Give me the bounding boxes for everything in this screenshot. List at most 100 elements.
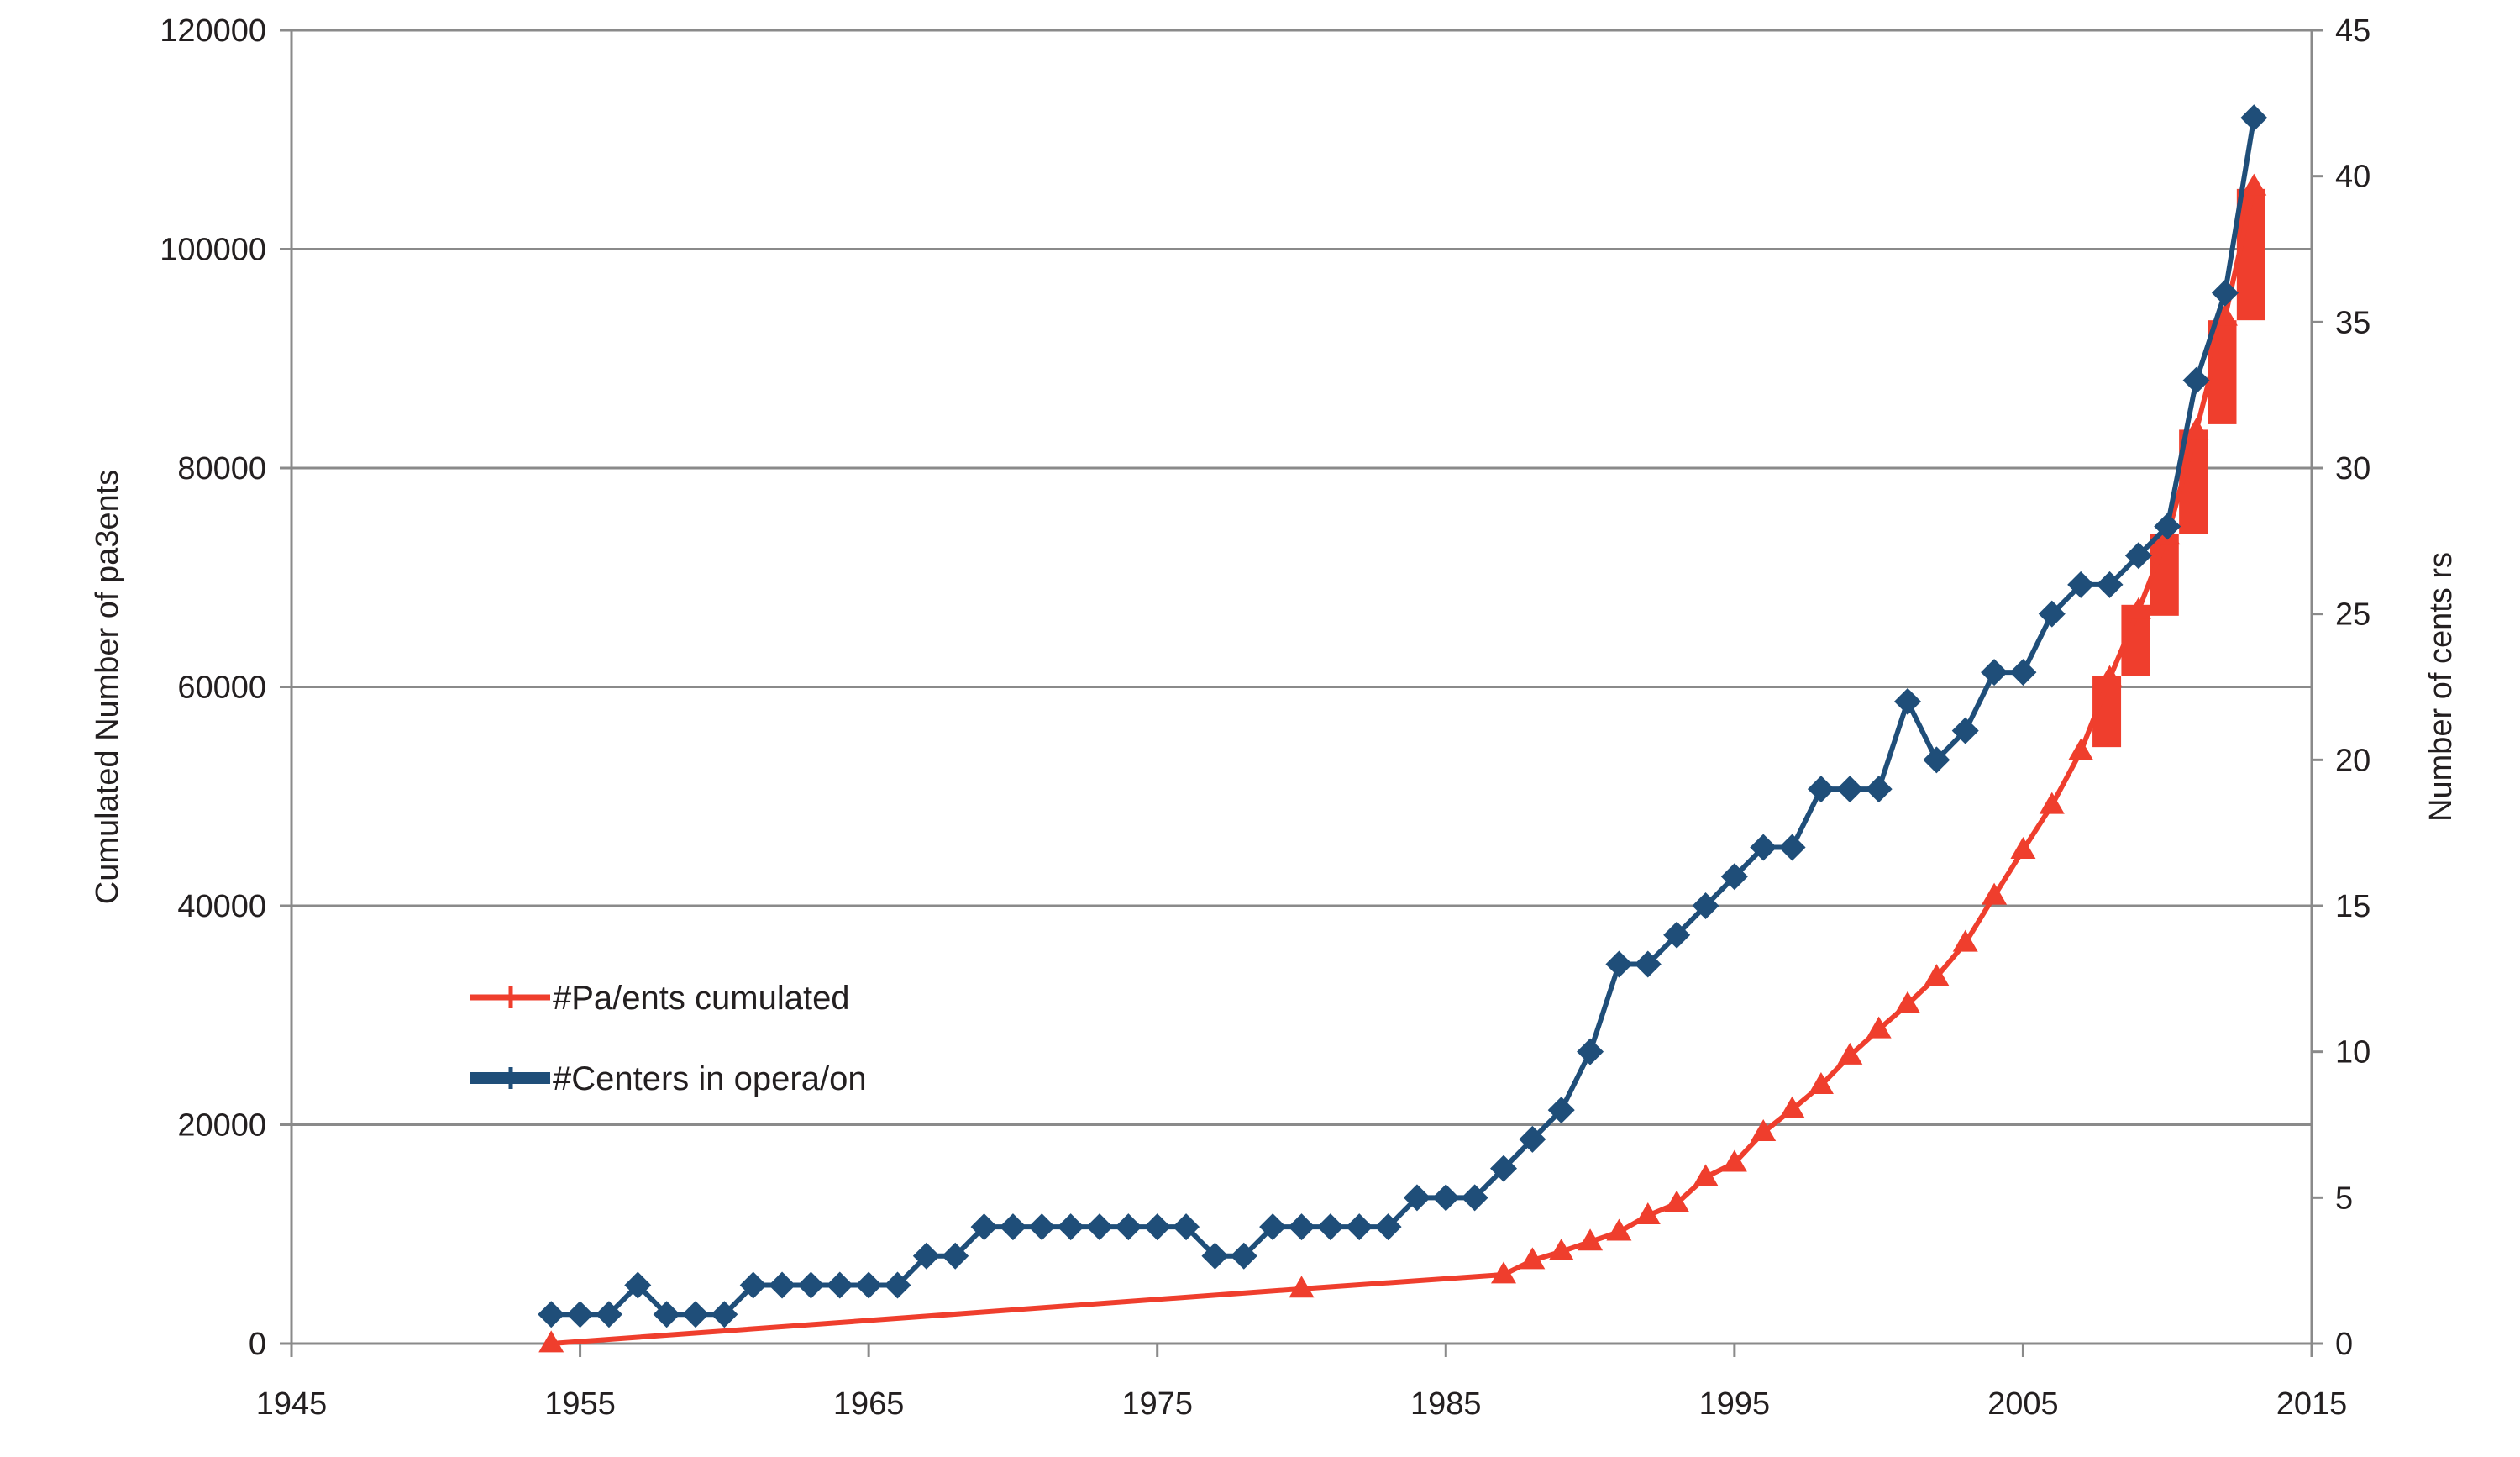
- gridlines: [291, 29, 2312, 1126]
- data-point: [2154, 513, 2181, 540]
- data-point: [1750, 834, 1777, 861]
- data-point: [1779, 1096, 1805, 1118]
- y-left-tick-label: 0: [249, 1327, 266, 1362]
- data-point: [595, 1301, 622, 1328]
- data-point: [1924, 964, 1950, 986]
- data-point: [1721, 1149, 1747, 1172]
- data-point: [1547, 1097, 1575, 1124]
- data-point: [2182, 366, 2210, 394]
- data-point: [970, 1213, 998, 1241]
- y-left-tick-label: 20000: [177, 1108, 266, 1144]
- data-point: [1634, 950, 1662, 978]
- data-point: [855, 1271, 883, 1299]
- y-right-tick-label: 20: [2335, 743, 2370, 778]
- data-point: [2240, 104, 2268, 132]
- y-right-tick-label: 25: [2335, 597, 2370, 633]
- data-point: [1115, 1213, 1142, 1241]
- data-point: [1316, 1213, 1344, 1241]
- y-left-tick-label: 100000: [160, 233, 266, 268]
- data-point: [2183, 418, 2209, 440]
- x-tick-label: 2005: [1987, 1386, 2059, 1422]
- data-point: [884, 1271, 911, 1299]
- series-layer: [538, 104, 2268, 1353]
- data-point: [1693, 1164, 1719, 1186]
- data-point: [1664, 1190, 1690, 1212]
- data-point: [1808, 1072, 1834, 1095]
- data-point: [1519, 1125, 1546, 1153]
- data-point: [1403, 1184, 1431, 1212]
- data-point: [942, 1242, 969, 1270]
- data-point: [1289, 1276, 1315, 1298]
- data-point: [1982, 882, 2008, 905]
- y-right-tick-label: 35: [2335, 305, 2370, 340]
- legend-label-1: #Pa/ents cumulated: [553, 980, 850, 1017]
- data-point: [1635, 1202, 1661, 1225]
- data-point: [1606, 1218, 1632, 1241]
- data-point: [1057, 1213, 1084, 1241]
- data-point: [1663, 921, 1691, 949]
- data-point: [1259, 1213, 1287, 1241]
- data-point: [1778, 834, 1806, 861]
- data-point: [999, 1213, 1026, 1241]
- y-right-tick-label: 0: [2335, 1327, 2353, 1362]
- data-point: [1605, 950, 1633, 978]
- data-point: [1461, 1184, 1488, 1212]
- data-point: [2241, 173, 2267, 196]
- data-point: [2096, 571, 2124, 598]
- data-point: [711, 1301, 738, 1328]
- data-point: [1866, 1016, 1892, 1039]
- data-point: [1837, 1042, 1863, 1065]
- x-tick-label: 1945: [256, 1386, 328, 1422]
- data-point: [566, 1301, 594, 1328]
- data-point: [624, 1271, 652, 1299]
- data-point: [1981, 659, 2008, 686]
- x-tick-label: 2015: [2276, 1386, 2348, 1422]
- y-left-tick-label: 40000: [177, 889, 266, 924]
- data-point: [2125, 597, 2151, 619]
- data-point: [2067, 571, 2095, 598]
- series-line-2: [551, 117, 2257, 1318]
- data-point: [826, 1271, 853, 1299]
- x-tick-label: 1975: [1121, 1386, 1193, 1422]
- data-point: [1952, 929, 1978, 952]
- data-point: [1865, 776, 1893, 803]
- data-point: [1895, 991, 1920, 1013]
- data-point: [1086, 1213, 1113, 1241]
- series-line-1: [550, 186, 2257, 1346]
- y-left-tick-label: 60000: [177, 671, 266, 706]
- data-point: [1201, 1242, 1229, 1270]
- legend: #Pa/ents cumulated #Centers in opera/on: [470, 980, 867, 1097]
- y-right-tick-label: 30: [2335, 451, 2370, 487]
- data-point: [682, 1301, 709, 1328]
- data-point: [2068, 738, 2094, 760]
- data-point: [1923, 746, 1950, 774]
- x-tick-label: 1985: [1410, 1386, 1482, 1422]
- x-tick-label: 1965: [833, 1386, 905, 1422]
- data-point: [538, 1330, 564, 1353]
- y-right-tick-label: 15: [2335, 889, 2370, 924]
- data-point: [2212, 303, 2238, 326]
- x-tick-label: 1995: [1699, 1386, 1771, 1422]
- data-point: [1692, 892, 1719, 919]
- y-left-tick-label: 80000: [177, 451, 266, 487]
- y-right-tick-label: 10: [2335, 1035, 2370, 1070]
- data-point: [1028, 1213, 1056, 1241]
- data-point: [1346, 1213, 1373, 1241]
- data-point: [1720, 863, 1748, 891]
- data-point: [1836, 776, 1864, 803]
- data-point: [1577, 1038, 1604, 1065]
- y-axis-right-title: Number of cents rs: [2423, 552, 2459, 822]
- data-point: [1578, 1228, 1604, 1251]
- data-point: [2038, 600, 2066, 628]
- y-right-tick-label: 40: [2335, 160, 2370, 195]
- data-point: [2039, 792, 2065, 814]
- data-point: [1374, 1213, 1402, 1241]
- data-point: [1432, 1184, 1460, 1212]
- data-point: [2124, 542, 2152, 570]
- data-point: [1894, 687, 1921, 715]
- y-right-tick-label: 45: [2335, 13, 2370, 49]
- x-tick-label: 1955: [544, 1386, 616, 1422]
- data-point: [1143, 1213, 1171, 1241]
- legend-label-2: #Centers in opera/on: [553, 1060, 867, 1097]
